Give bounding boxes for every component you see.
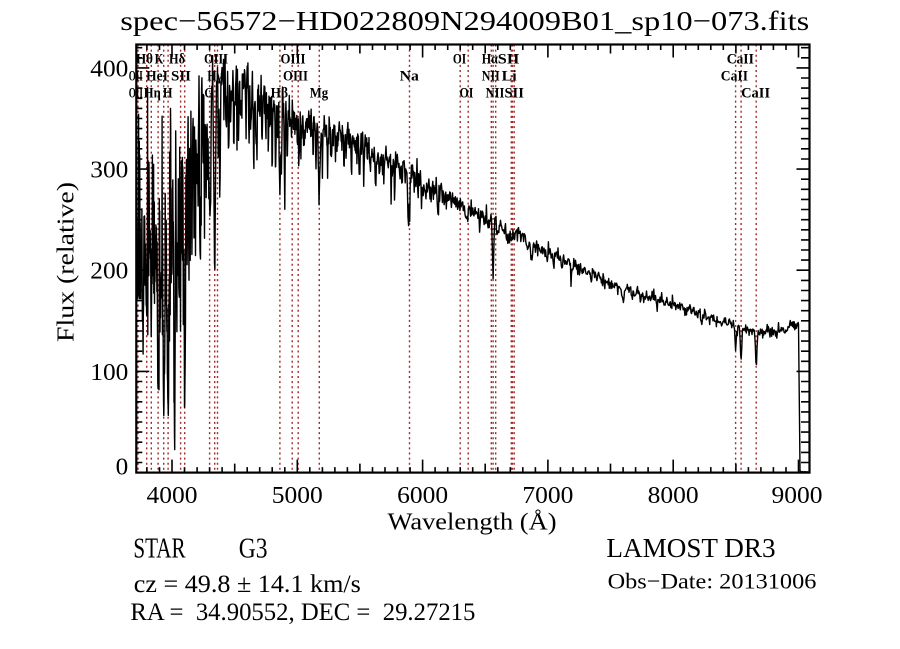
svg-text:spec−56572−HD022809N294009B01_: spec−56572−HD022809N294009B01_sp10−073.f… xyxy=(120,5,809,36)
svg-text:Obs−Date: 20131006: Obs−Date: 20131006 xyxy=(608,568,817,593)
svg-text:SII: SII xyxy=(504,86,524,102)
svg-text:Wavelength (Å): Wavelength (Å) xyxy=(388,510,557,536)
svg-text:CaII: CaII xyxy=(721,68,748,84)
svg-text:7000: 7000 xyxy=(522,483,573,509)
svg-text:OIII: OIII xyxy=(281,51,306,67)
svg-text:cz = 49.8 ± 14.1 km/s: cz = 49.8 ± 14.1 km/s xyxy=(134,569,361,598)
svg-text:SII: SII xyxy=(171,68,191,84)
svg-text:OI: OI xyxy=(453,51,466,67)
svg-text:OIII: OIII xyxy=(204,51,228,67)
svg-text:9000: 9000 xyxy=(772,483,823,509)
svg-text:6000: 6000 xyxy=(397,483,448,509)
svg-text:SII: SII xyxy=(498,51,520,67)
svg-text:Hη: Hη xyxy=(144,86,161,102)
svg-text:CaII: CaII xyxy=(741,86,770,102)
svg-text:G: G xyxy=(204,86,213,102)
svg-text:Hθ: Hθ xyxy=(136,51,153,67)
svg-text:OI: OI xyxy=(459,86,473,102)
svg-text:Li: Li xyxy=(502,68,517,84)
svg-text:STAR: STAR xyxy=(133,532,186,564)
svg-text:OII: OII xyxy=(129,68,143,84)
svg-text:5000: 5000 xyxy=(272,483,323,509)
svg-text:Hγ: Hγ xyxy=(207,68,222,84)
svg-text:8000: 8000 xyxy=(648,483,699,509)
svg-text:0: 0 xyxy=(116,455,129,481)
svg-text:H: H xyxy=(163,86,173,102)
svg-text:HeI: HeI xyxy=(146,68,168,84)
svg-text:NII: NII xyxy=(486,86,505,102)
svg-text:400: 400 xyxy=(90,56,128,82)
svg-text:OIII: OIII xyxy=(283,68,308,84)
svg-text:100: 100 xyxy=(90,360,128,386)
svg-text:200: 200 xyxy=(90,259,128,285)
svg-text:Mg: Mg xyxy=(310,86,329,102)
svg-text:NII: NII xyxy=(482,68,500,84)
svg-text:Hβ: Hβ xyxy=(271,86,288,102)
svg-text:CaII: CaII xyxy=(727,51,754,67)
svg-text:Na: Na xyxy=(400,68,420,84)
svg-text:Flux (relative): Flux (relative) xyxy=(54,182,80,342)
svg-text:Hδ: Hδ xyxy=(169,51,185,67)
svg-text:OII: OII xyxy=(129,86,143,102)
svg-text:G3: G3 xyxy=(239,532,268,564)
svg-text:Hα: Hα xyxy=(482,51,499,67)
svg-text:K: K xyxy=(155,51,164,67)
svg-text:LAMOST DR3: LAMOST DR3 xyxy=(606,533,775,563)
svg-text:4000: 4000 xyxy=(147,483,198,509)
svg-text:RA = 34.90552, DEC = 29.2721: RA = 34.90552, DEC = 29.27215 xyxy=(130,597,475,626)
svg-text:300: 300 xyxy=(90,158,128,184)
